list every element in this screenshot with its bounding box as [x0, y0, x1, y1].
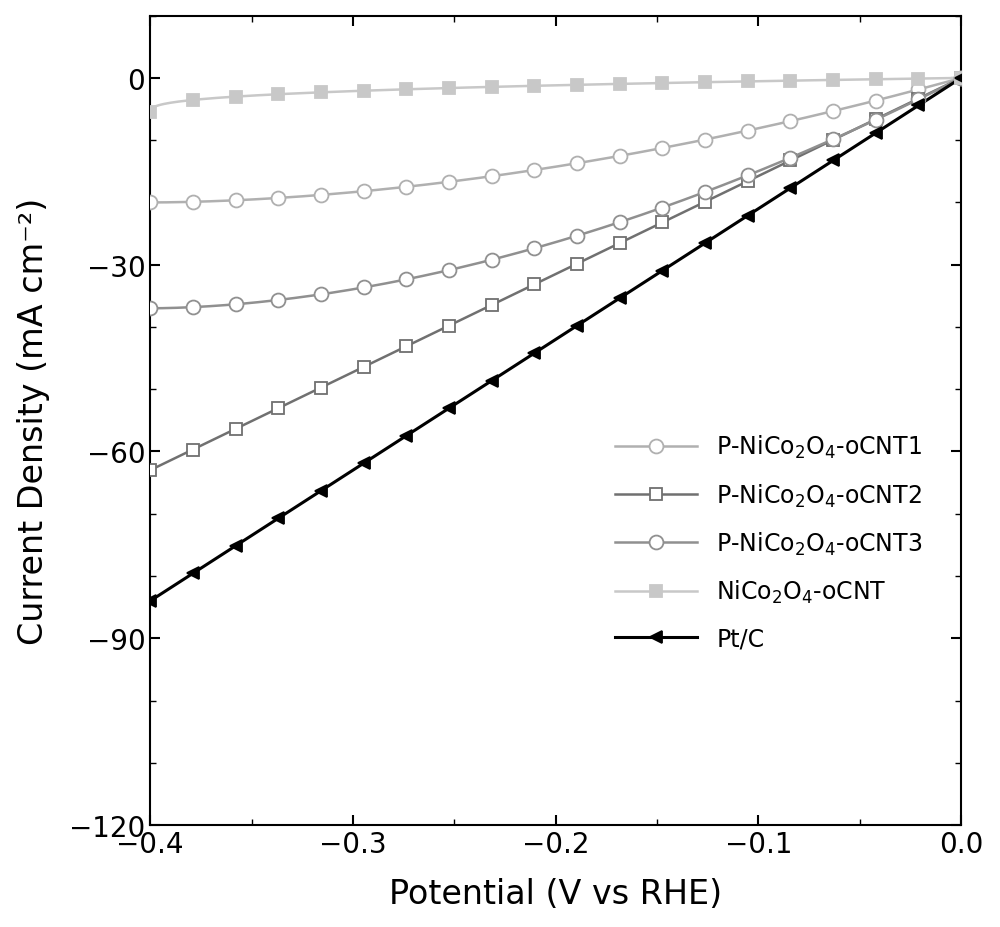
- X-axis label: Potential (V vs RHE): Potential (V vs RHE): [389, 877, 722, 910]
- Legend: P-NiCo$_2$O$_4$-oCNT1, P-NiCo$_2$O$_4$-oCNT2, P-NiCo$_2$O$_4$-oCNT3, NiCo$_2$O$_: P-NiCo$_2$O$_4$-oCNT1, P-NiCo$_2$O$_4$-o…: [596, 414, 941, 670]
- Y-axis label: Current Density (mA cm⁻²): Current Density (mA cm⁻²): [17, 197, 50, 644]
